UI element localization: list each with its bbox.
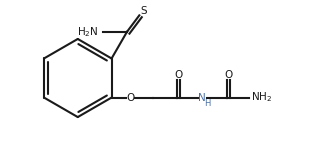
Text: O: O — [126, 93, 134, 103]
Text: O: O — [224, 70, 232, 80]
Text: O: O — [175, 70, 183, 80]
Text: H$_2$N: H$_2$N — [77, 25, 98, 39]
Text: H: H — [204, 99, 210, 108]
Text: N: N — [198, 93, 206, 103]
Text: NH$_2$: NH$_2$ — [251, 91, 272, 104]
Text: S: S — [140, 6, 147, 16]
